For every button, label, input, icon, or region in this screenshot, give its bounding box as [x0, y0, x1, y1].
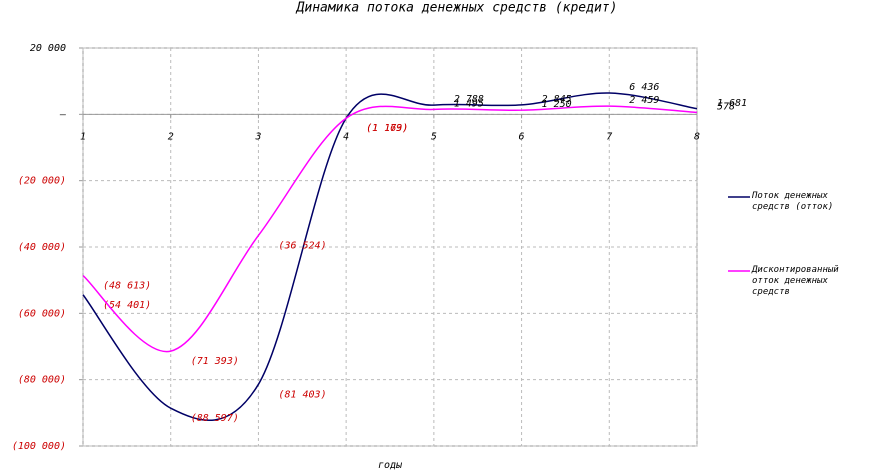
data-label: 2 788 [454, 94, 484, 105]
data-label: (1 179) [366, 123, 408, 134]
data-label: (36 524) [278, 240, 326, 251]
legend-label: Поток денежных средств (отток) [752, 191, 834, 212]
x-tick-label: 3 [254, 131, 261, 142]
x-tick-label: 2 [168, 131, 174, 142]
data-label: (54 401) [103, 300, 151, 311]
y-tick-label: (40 000) [18, 242, 66, 253]
series-line [82, 105, 698, 353]
data-label: 2 459 [629, 95, 659, 106]
data-label: 6 436 [629, 82, 659, 93]
data-label: 1 250 [542, 99, 572, 110]
data-label: (1 163) [366, 123, 408, 134]
data-label: (88 597) [191, 413, 239, 424]
data-label: (48 613) [103, 281, 151, 292]
x-tick-label: 6 [519, 131, 525, 142]
x-tick-label: 5 [431, 131, 437, 142]
y-tick-label: (100 000) [12, 441, 66, 452]
y-tick-label: (20 000) [18, 176, 66, 187]
data-label: 1 681 [717, 98, 747, 109]
chart-title: Динамика потока денежных средств (кредит… [296, 1, 618, 16]
y-tick-label: – [59, 109, 66, 120]
data-label: 2 845 [542, 94, 572, 105]
y-tick-label: (80 000) [18, 375, 66, 386]
series-line [82, 92, 698, 422]
x-tick-label: 4 [343, 131, 349, 142]
x-axis-title: годы [378, 460, 403, 471]
data-label: (81 403) [278, 389, 326, 400]
x-tick-label: 8 [694, 131, 700, 142]
data-label: 1 495 [454, 98, 484, 109]
data-label: (71 393) [191, 356, 239, 367]
x-tick-label: 1 [80, 131, 86, 142]
data-label: 578 [717, 101, 735, 112]
y-tick-label: 20 000 [30, 43, 66, 54]
y-tick-label: (60 000) [18, 308, 66, 319]
x-tick-label: 7 [606, 131, 612, 142]
legend-label: Дисконтированный отток денежных средств [752, 265, 839, 297]
